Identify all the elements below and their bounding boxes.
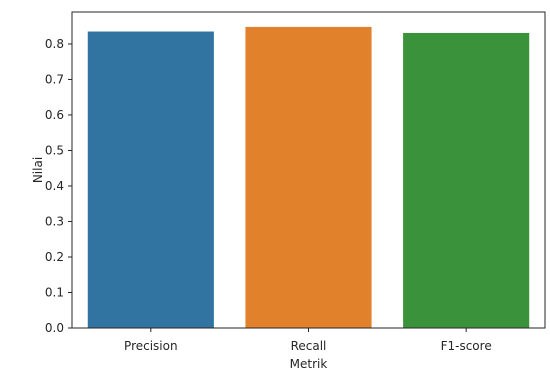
- y-tick-label: 0.8: [45, 37, 64, 51]
- bar-recall: [245, 26, 372, 329]
- y-tick-label: 0.6: [45, 108, 64, 122]
- x-tick-label: Precision: [124, 339, 178, 353]
- axes-frame: [71, 11, 546, 329]
- y-tick-label: 0.4: [45, 179, 64, 193]
- y-tick-label: 0.0: [45, 321, 64, 335]
- y-ticks-group: 0.0 0.1 0.2 0.3 0.4 0.5 0.6 0.7 0.8: [45, 37, 72, 335]
- y-axis-label: Nilai: [31, 157, 45, 183]
- bar-f1-score: [403, 32, 530, 329]
- y-tick-label: 0.1: [45, 285, 64, 299]
- y-tick-label: 0.7: [45, 72, 64, 86]
- y-tick-label: 0.2: [45, 250, 64, 264]
- bar-precision: [87, 31, 214, 329]
- x-tick-label: Recall: [291, 339, 327, 353]
- y-tick-label: 0.5: [45, 143, 64, 157]
- y-tick-label: 0.3: [45, 214, 64, 228]
- x-ticks-group: Precision Recall F1-score: [124, 328, 492, 353]
- x-tick-label: F1-score: [441, 339, 492, 353]
- x-axis-label: Metrik: [290, 357, 328, 369]
- bars-group: [87, 26, 530, 329]
